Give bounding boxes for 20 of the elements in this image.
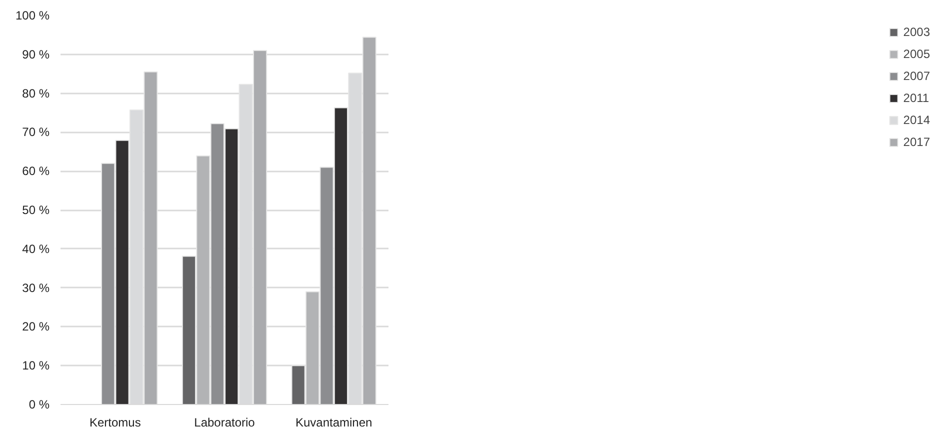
legend-label: 2007 xyxy=(903,69,930,83)
y-tick-label: 80 % xyxy=(22,86,50,100)
y-tick-label: 10 % xyxy=(22,358,50,373)
y-tick-label: 50 % xyxy=(22,203,50,217)
legend-label: 2003 xyxy=(903,25,930,39)
legend-label: 2005 xyxy=(903,47,930,61)
y-tick-label: 40 % xyxy=(22,242,50,256)
x-tick-label: Laboratorio xyxy=(194,416,256,430)
legend-label: 2014 xyxy=(903,113,930,127)
y-tick-label: 60 % xyxy=(22,164,50,178)
y-tick-label: 0 % xyxy=(28,398,50,412)
legend-label: 2011 xyxy=(903,91,930,105)
y-tick-label: 100 % xyxy=(15,8,50,22)
y-tick-label: 90 % xyxy=(22,47,50,62)
y-tick-label: 20 % xyxy=(22,320,50,334)
y-tick-label: 70 % xyxy=(22,125,50,140)
x-tick-label: Kuvantaminen xyxy=(295,416,372,430)
x-tick-label: Kertomus xyxy=(89,416,141,430)
legend-label: 2017 xyxy=(903,135,930,149)
y-tick-label: 30 % xyxy=(22,280,50,295)
